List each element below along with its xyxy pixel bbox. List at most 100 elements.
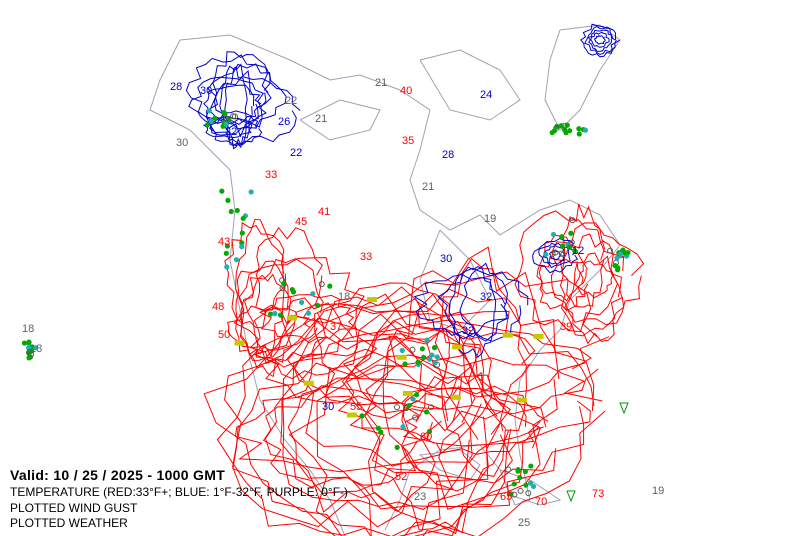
weather-dot xyxy=(419,346,425,352)
weather-dot xyxy=(359,413,365,419)
cold-contour xyxy=(224,66,248,150)
weather-dot xyxy=(222,110,228,117)
station-circle xyxy=(427,404,434,411)
weather-dot xyxy=(559,243,566,249)
fog-symbol xyxy=(533,333,544,339)
coastline xyxy=(179,34,621,531)
weather-dot xyxy=(517,474,523,481)
cold-contour xyxy=(590,31,610,48)
weather-dot xyxy=(375,425,381,431)
weather-dot xyxy=(523,482,529,488)
weather-dot xyxy=(219,188,225,194)
weather-dot xyxy=(572,248,578,254)
warm-contour xyxy=(349,327,595,484)
wind-gust-label: 21 xyxy=(375,77,387,89)
weather-dot xyxy=(567,244,573,250)
weather-dot xyxy=(394,444,400,450)
weather-dot xyxy=(527,480,534,486)
warm-contour xyxy=(262,385,421,495)
coastline xyxy=(299,99,381,141)
weather-dot xyxy=(410,396,416,402)
cold-contour xyxy=(203,84,262,125)
weather-dot xyxy=(558,123,564,129)
weather-dot xyxy=(223,250,229,256)
station-circle xyxy=(26,348,33,355)
wind-gust-label: 18 xyxy=(338,291,350,303)
fog-symbol xyxy=(303,380,314,386)
weather-dot xyxy=(559,234,565,240)
weather-dot xyxy=(277,312,284,318)
coastline xyxy=(149,39,346,536)
station-circle xyxy=(558,250,565,257)
warm-contour xyxy=(235,218,286,358)
warm-contour-label: 65 xyxy=(500,491,512,503)
weather-dot xyxy=(426,428,433,434)
weather-dot xyxy=(612,263,618,269)
weather-dot xyxy=(522,468,529,475)
station-circle xyxy=(223,115,230,122)
fog-symbol xyxy=(502,332,513,338)
coastline xyxy=(419,229,491,331)
station-circle xyxy=(505,466,512,473)
legend-wind-gust: PLOTTED WIND GUST xyxy=(10,501,138,515)
fog-symbol xyxy=(286,315,297,321)
weather-dot xyxy=(233,257,240,263)
weather-dot xyxy=(239,230,245,236)
warm-contour xyxy=(353,271,610,398)
weather-dot xyxy=(415,359,421,365)
warm-contour xyxy=(233,257,365,368)
station-circle xyxy=(409,346,416,353)
weather-dot xyxy=(618,251,624,257)
weather-dot xyxy=(289,287,295,293)
cold-contour-label: 12 xyxy=(572,245,584,257)
weather-dot xyxy=(625,249,631,256)
weather-dot xyxy=(272,310,278,317)
weather-dot xyxy=(239,244,245,250)
weather-dot xyxy=(204,122,211,128)
warm-contour xyxy=(563,252,625,345)
weather-dot xyxy=(26,339,32,345)
station-circle xyxy=(412,414,419,421)
warm-contour-label: 33 xyxy=(265,169,277,181)
cold-contour xyxy=(185,54,272,125)
cold-contour xyxy=(206,75,301,146)
warm-contour-label: 37 xyxy=(330,321,342,333)
cold-contour xyxy=(587,29,614,52)
weather-dot xyxy=(228,208,234,215)
weather-dot xyxy=(378,429,384,435)
weather-dot xyxy=(399,347,405,354)
cold-contour-label: 30 xyxy=(200,85,212,97)
weather-dot xyxy=(400,424,406,430)
warm-contour xyxy=(216,317,479,536)
weather-dot xyxy=(234,207,240,214)
legend-weather: PLOTTED WEATHER xyxy=(10,516,128,530)
warm-contour xyxy=(286,297,493,467)
cold-contour-label: 32 xyxy=(225,126,237,138)
weather-dot xyxy=(528,463,534,469)
wind-gust-label: 21 xyxy=(315,113,327,125)
wind-gust-label: 21 xyxy=(422,181,434,193)
warm-contour xyxy=(574,260,614,299)
warm-contour xyxy=(550,222,645,326)
warm-contour xyxy=(293,319,599,415)
warm-contour-label: 48 xyxy=(212,301,224,313)
cold-contour xyxy=(448,266,497,359)
cold-contour xyxy=(580,23,621,58)
warm-contour xyxy=(342,310,536,432)
cold-contour-label: 30 xyxy=(440,253,452,265)
station-circle xyxy=(607,247,614,254)
fog-symbol xyxy=(450,394,461,400)
warm-contour xyxy=(255,226,323,326)
warm-contour-label: 55 xyxy=(350,401,362,413)
weather-dot xyxy=(427,356,433,362)
fog-symbol xyxy=(346,412,357,418)
warm-contour xyxy=(434,257,528,477)
weather-dot xyxy=(224,243,230,249)
fog-symbol xyxy=(396,354,407,360)
station-circle xyxy=(517,487,524,494)
weather-dot xyxy=(305,310,312,316)
fog-symbol xyxy=(516,397,527,403)
weather-dot xyxy=(225,197,231,203)
